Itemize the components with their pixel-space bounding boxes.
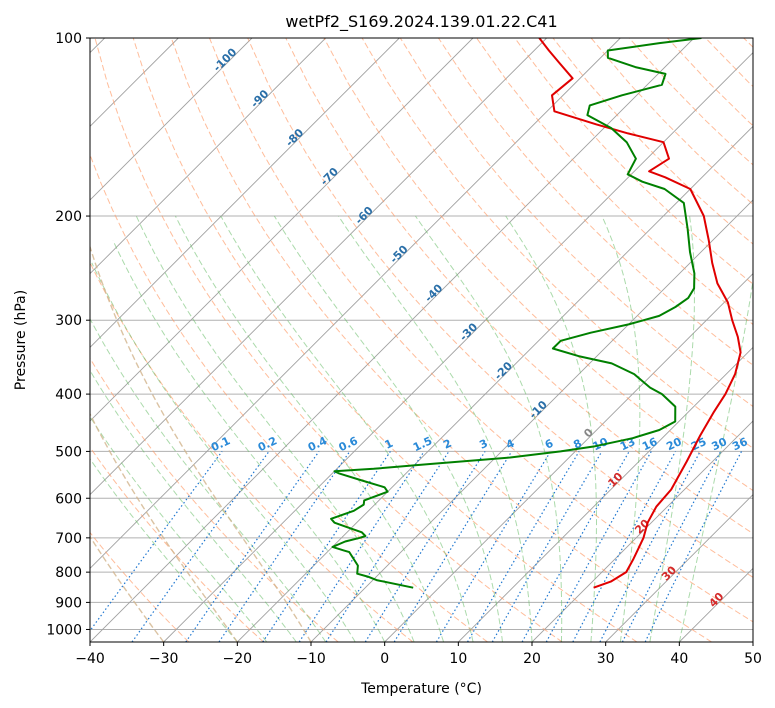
- y-tick-label: 800: [55, 565, 82, 581]
- mixing-ratio-line: [185, 451, 320, 642]
- x-tick-label: 10: [449, 651, 467, 667]
- dry-adiabat-line: [90, 531, 190, 642]
- mixing-ratio-line: [393, 451, 513, 642]
- isotherm-line: [237, 125, 753, 642]
- dry-adiabat-line: [132, 38, 638, 642]
- isotherm-line: [90, 38, 695, 642]
- wet-bulb-line: [90, 244, 312, 642]
- y-axis-label: Pressure (hPa): [13, 290, 29, 390]
- dewpoint-profile-line: [330, 38, 702, 589]
- mixing-ratio-line: [521, 451, 630, 642]
- mixing-ratio-line: [218, 451, 351, 642]
- x-tick-label: −10: [296, 651, 326, 667]
- dry-adiabat-line: [209, 38, 753, 623]
- moist-adiabat-line: [174, 215, 445, 642]
- dry-adiabat-line: [170, 38, 712, 642]
- moist-adiabat-line: [90, 415, 268, 642]
- y-tick-label: 600: [55, 491, 82, 507]
- mixing-ratio-label: 20: [664, 435, 684, 453]
- moist-adiabat-line: [91, 262, 356, 642]
- moist-adiabat-line: [678, 277, 753, 642]
- y-tick-label: 300: [55, 313, 82, 329]
- mixing-ratio-label: 30: [710, 435, 730, 453]
- isotherm-line: [384, 273, 753, 642]
- dry-adiabat-line: [514, 38, 753, 285]
- mixing-ratio-line: [621, 451, 722, 642]
- chart-title: wetPf2_S169.2024.139.01.22.C41: [285, 12, 557, 32]
- isotherm-line: [90, 38, 621, 569]
- moist-adiabat-line: [649, 215, 695, 642]
- moist-adiabat-line: [135, 215, 415, 642]
- x-tick-label: 0: [380, 651, 389, 667]
- mixing-ratio-line: [545, 451, 652, 642]
- y-tick-label: 500: [55, 444, 82, 460]
- dry-adiabat-line: [90, 153, 488, 642]
- mixing-ratio-line: [644, 451, 743, 642]
- dry-adiabat-line: [285, 38, 753, 535]
- dry-adiabat-line: [399, 38, 753, 408]
- axes-ticks: −40 −30 −20 −10 0 10 20 30 40 50 100 200 300 400 500 60…: [46, 31, 762, 667]
- x-axis-label: Temperature (°C): [360, 681, 482, 697]
- x-tick-label: −40: [75, 651, 105, 667]
- plot-frame: [89, 37, 754, 643]
- x-tick-label: 20: [523, 651, 541, 667]
- moist-adiabat-line: [220, 215, 474, 642]
- dry-adiabat-line: [247, 38, 753, 578]
- mixing-ratio-label: 16: [640, 435, 660, 453]
- isotherm-line: [605, 494, 753, 642]
- x-tick-label: 30: [597, 651, 615, 667]
- isotherm-line: [90, 38, 400, 348]
- moist-adiabat-line: [273, 215, 503, 642]
- mixing-ratio-line: [298, 451, 425, 642]
- mixing-ratio-line: [131, 451, 270, 642]
- isotherm-line: [163, 52, 753, 642]
- moist-adiabat-line: [505, 215, 597, 642]
- dry-adiabat-line: [90, 357, 339, 642]
- mixing-ratio-line: [90, 451, 223, 632]
- x-tick-label: −20: [223, 651, 253, 667]
- isotherm-line: [90, 38, 326, 275]
- y-tick-label: 200: [55, 209, 82, 225]
- y-tick-label: 400: [55, 387, 82, 403]
- moist-adiabat-line: [601, 215, 641, 642]
- moist-adiabat-line: [414, 215, 563, 642]
- mixing-ratio-line: [262, 451, 391, 642]
- moist-adiabat-line: [112, 240, 386, 642]
- moist-adiabat-line: [90, 458, 238, 642]
- temperature-profile-line: [538, 38, 742, 589]
- moist-adiabat-line: [90, 369, 297, 642]
- isotherm-line: [90, 38, 253, 201]
- x-tick-label: 40: [670, 651, 688, 667]
- isotherm-line: [90, 38, 547, 496]
- mixing-ratio-line: [325, 451, 450, 642]
- x-tick-label: −30: [149, 651, 179, 667]
- moist-adiabat-line: [337, 215, 533, 642]
- dry-adiabat-line: [90, 446, 264, 642]
- mixing-ratio-line: [572, 451, 677, 642]
- y-tick-label: 100: [55, 31, 82, 47]
- y-tick-label: 900: [55, 595, 82, 611]
- isotherm-line: [90, 38, 474, 422]
- x-tick-label: 50: [744, 651, 762, 667]
- y-tick-label: 1000: [46, 622, 82, 638]
- dry-adiabat-line: [94, 38, 563, 642]
- y-tick-label: 700: [55, 531, 82, 547]
- dry-adiabat-line: [437, 38, 753, 366]
- mixing-ratio-label: 36: [730, 435, 750, 453]
